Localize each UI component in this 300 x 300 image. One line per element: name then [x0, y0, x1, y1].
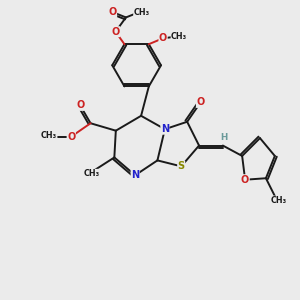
- Text: O: O: [108, 7, 117, 17]
- Text: S: S: [178, 161, 185, 171]
- Text: N: N: [161, 124, 169, 134]
- Text: O: O: [196, 98, 205, 107]
- Text: O: O: [76, 100, 84, 110]
- Text: CH₃: CH₃: [134, 8, 150, 16]
- Text: O: O: [111, 27, 120, 37]
- Text: CH₃: CH₃: [271, 196, 287, 205]
- Text: H: H: [220, 133, 227, 142]
- Text: N: N: [131, 170, 139, 180]
- Text: CH₃: CH₃: [41, 130, 57, 140]
- Text: CH₃: CH₃: [84, 169, 100, 178]
- Text: O: O: [241, 175, 249, 185]
- Text: O: O: [67, 132, 75, 142]
- Text: CH₃: CH₃: [171, 32, 187, 41]
- Text: O: O: [159, 33, 167, 43]
